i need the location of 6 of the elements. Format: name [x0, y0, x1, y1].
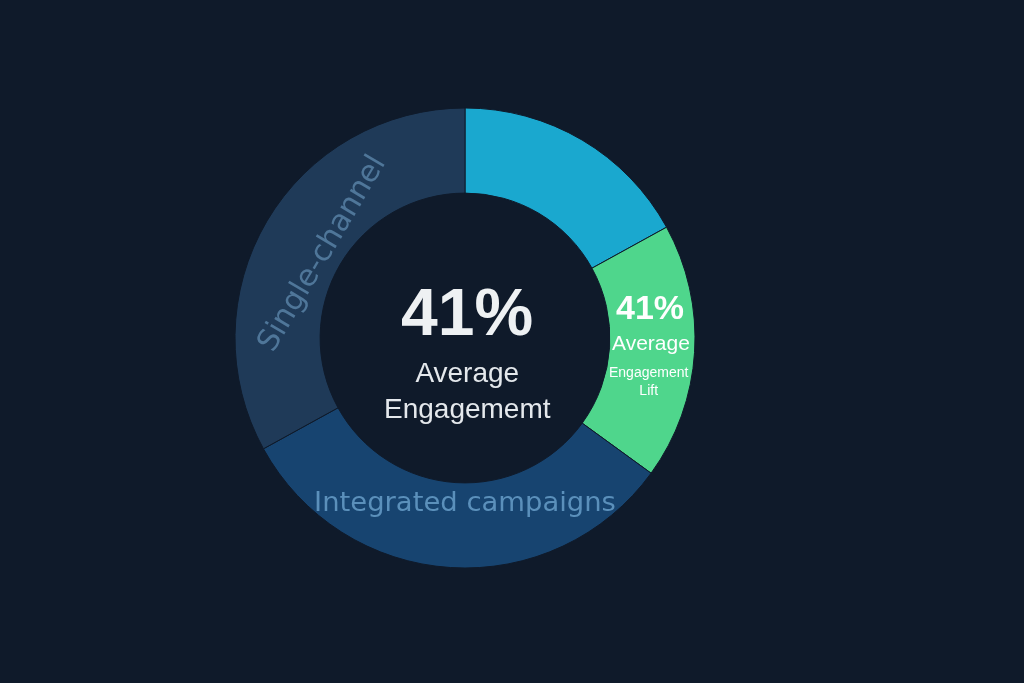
text: Average — [612, 331, 690, 354]
text: 41% — [616, 288, 685, 326]
slice-label: Integrated campaigns — [314, 485, 616, 517]
text: Average Engagememt — [384, 357, 551, 425]
text: 41% — [401, 275, 534, 349]
text: Engagement Lift — [609, 364, 689, 399]
